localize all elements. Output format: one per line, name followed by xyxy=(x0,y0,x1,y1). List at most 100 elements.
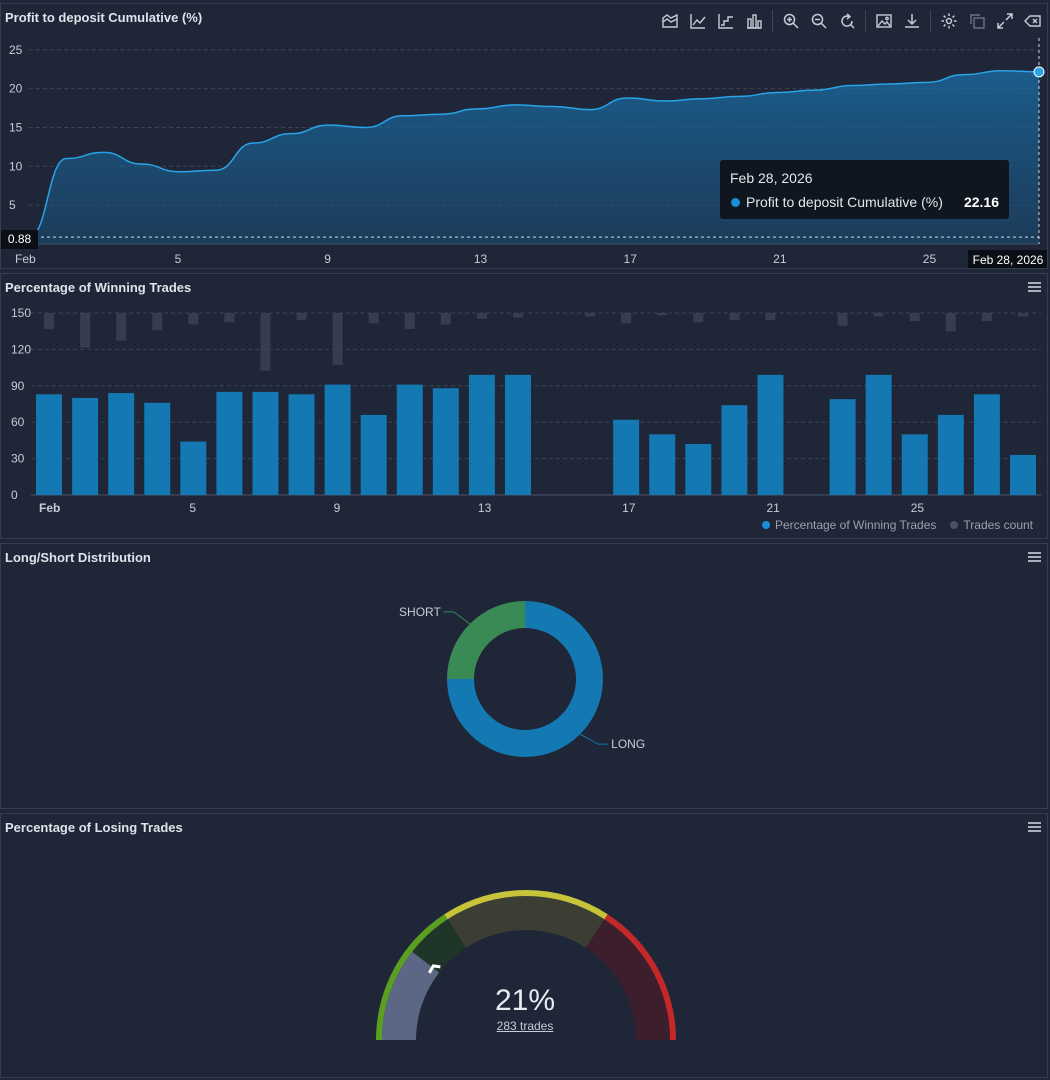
longshort-donut-chart[interactable]: LONG SHORT xyxy=(1,544,1047,808)
hamburger-menu-icon[interactable] xyxy=(1028,282,1041,293)
trades-count-bar xyxy=(873,313,884,317)
panel-title: Percentage of Losing Trades xyxy=(5,820,183,835)
trades-count-bar xyxy=(188,313,199,325)
y-tick-label: 30 xyxy=(11,452,25,466)
legend-label: Percentage of Winning Trades xyxy=(774,518,937,532)
y-tick-label: 90 xyxy=(11,379,25,393)
winning-bar xyxy=(216,391,243,495)
trades-count-bar xyxy=(981,313,992,322)
trades-count-bar xyxy=(296,313,307,320)
hamburger-menu-icon[interactable] xyxy=(1028,822,1041,833)
winning-bar xyxy=(504,374,531,495)
winning-panel: Percentage of Winning Trades 0 30 60 90 120 1… xyxy=(0,273,1048,539)
panel-title: Long/Short Distribution xyxy=(5,550,151,565)
trades-count-bar xyxy=(621,313,632,324)
trades-count-bar xyxy=(1017,313,1028,317)
y-tick-label: 20 xyxy=(9,82,23,96)
area-line xyxy=(28,69,1040,238)
trades-count-bar xyxy=(152,313,163,331)
x-tick-label: 17 xyxy=(622,501,636,515)
label-connector xyxy=(579,733,609,745)
gauge-band-green xyxy=(376,914,448,1040)
crosshair-y-label: 0.88 xyxy=(1,230,38,249)
image-export-icon[interactable] xyxy=(874,11,894,31)
tooltip-series: Profit to deposit Cumulative (%) xyxy=(746,194,943,210)
x-tick-label: 25 xyxy=(911,501,925,515)
winning-bar xyxy=(468,374,495,495)
donut-slice-long xyxy=(447,601,603,757)
winning-bar xyxy=(180,441,207,495)
legend-item-winning[interactable]: Percentage of Winning Trades xyxy=(761,518,937,532)
hamburger-menu-icon[interactable] xyxy=(1028,552,1041,563)
download-icon[interactable] xyxy=(902,11,922,31)
legend-item-trades[interactable]: Trades count xyxy=(950,518,1033,532)
zoom-out-icon[interactable] xyxy=(809,11,829,31)
gauge-zone-yellow xyxy=(447,896,605,948)
trades-count-bar xyxy=(657,313,668,316)
x-tick-label: Feb xyxy=(15,252,36,266)
area-chart-icon[interactable] xyxy=(660,11,680,31)
trades-count-bar xyxy=(945,313,956,332)
y-tick-label: 15 xyxy=(9,120,23,134)
profit-area-chart[interactable]: 5 10 15 20 25 Feb 5 9 13 17 21 25 xyxy=(1,4,1047,268)
clear-icon[interactable] xyxy=(1023,11,1043,31)
trades-count-bar xyxy=(693,313,704,323)
bar-chart-icon[interactable] xyxy=(744,11,764,31)
winning-bar xyxy=(360,414,387,495)
panel-title: Percentage of Winning Trades xyxy=(5,280,192,295)
winning-bar xyxy=(108,393,135,495)
copy-icon[interactable] xyxy=(967,11,987,31)
gauge-zone-red xyxy=(585,919,670,1040)
winning-bar xyxy=(144,402,171,495)
gauge-band-red xyxy=(604,914,676,1040)
winning-bar xyxy=(721,405,748,495)
winning-bar-chart[interactable]: 0 30 60 90 120 150 Feb 5 9 13 17 21 25 xyxy=(1,274,1047,538)
winning-bar xyxy=(288,394,315,495)
longshort-panel: Long/Short Distribution LONG SHORT xyxy=(0,543,1048,809)
profit-panel: Profit to deposit Cumulative (%) 5 10 15 20… xyxy=(0,3,1048,269)
x-tick-label: 13 xyxy=(474,252,488,266)
gauge-pointer-icon xyxy=(428,964,441,974)
crosshair-x-label: Feb 28, 2026 xyxy=(968,250,1047,268)
reset-zoom-icon[interactable] xyxy=(837,11,857,31)
expand-icon[interactable] xyxy=(995,11,1015,31)
x-tick-label: 9 xyxy=(324,252,331,266)
tooltip-date: Feb 28, 2026 xyxy=(730,170,813,186)
y-tick-label: 0 xyxy=(11,488,18,502)
gauge-value-arc xyxy=(382,951,440,1040)
hover-marker xyxy=(1033,66,1045,78)
winning-bar xyxy=(973,394,1000,495)
toolbar-separator xyxy=(930,10,931,32)
trades-count-bar xyxy=(260,313,271,371)
x-tick-label: 13 xyxy=(478,501,492,515)
x-tick-label: 21 xyxy=(773,252,787,266)
trades-count-bar xyxy=(765,313,776,320)
trades-count-bar xyxy=(404,313,415,330)
winning-bar xyxy=(1009,454,1036,495)
winning-bar xyxy=(865,374,892,495)
winning-bar xyxy=(829,399,856,495)
trades-count-bar xyxy=(368,313,379,324)
x-tick-label: Feb xyxy=(39,501,60,515)
winning-bar xyxy=(396,384,423,495)
line-chart-icon[interactable] xyxy=(688,11,708,31)
winning-bar xyxy=(649,434,676,495)
chart-toolbar xyxy=(660,10,1043,32)
winning-bar xyxy=(685,444,712,495)
series-marker-icon xyxy=(731,198,740,207)
settings-icon[interactable] xyxy=(939,11,959,31)
trades-count-bar xyxy=(909,313,920,322)
legend-dot-icon xyxy=(950,521,959,529)
winning-bar xyxy=(72,397,99,495)
step-line-icon[interactable] xyxy=(716,11,736,31)
panel-title: Profit to deposit Cumulative (%) xyxy=(5,10,203,25)
trades-count-bar xyxy=(80,313,91,348)
trades-count-bar xyxy=(332,313,343,365)
y-tick-label: 5 xyxy=(9,198,16,212)
trades-count-bar xyxy=(585,313,596,317)
x-tick-label: 21 xyxy=(766,501,780,515)
trades-count-bar xyxy=(512,313,523,318)
label-connector xyxy=(443,611,471,625)
gauge-trades-link[interactable]: 283 trades xyxy=(496,1019,554,1033)
zoom-in-icon[interactable] xyxy=(781,11,801,31)
